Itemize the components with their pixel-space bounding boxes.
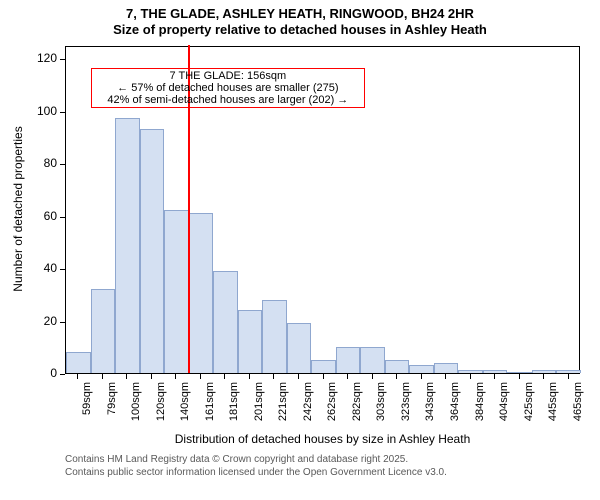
y-tick-mark [60,217,65,218]
histogram-bar [262,300,287,373]
x-tick-label: 221sqm [277,382,289,421]
histogram-bar [213,271,238,373]
x-tick-label: 79sqm [106,382,118,415]
x-tick-mark [421,374,422,379]
x-tick-label: 140sqm [179,382,191,421]
x-tick-label: 201sqm [253,382,265,421]
y-tick-label: 60 [0,209,57,223]
x-tick-label: 242sqm [302,382,314,421]
footer-line-1: Contains HM Land Registry data © Crown c… [65,454,408,465]
histogram-bar [507,372,532,373]
histogram-bar [336,347,361,373]
x-tick-label: 384sqm [474,382,486,421]
chart-title-2: Size of property relative to detached ho… [0,22,600,37]
y-tick-label: 100 [0,104,57,118]
x-tick-mark [249,374,250,379]
y-tick-mark [60,269,65,270]
histogram-bar [311,360,336,373]
x-tick-label: 425sqm [523,382,535,421]
histogram-bar [140,129,165,373]
histogram-bar [556,370,581,373]
y-tick-label: 40 [0,261,57,275]
y-tick-label: 80 [0,156,57,170]
y-tick-label: 0 [0,366,57,380]
y-tick-mark [60,59,65,60]
x-tick-label: 323sqm [400,382,412,421]
x-tick-mark [568,374,569,379]
y-tick-mark [60,112,65,113]
x-tick-mark [445,374,446,379]
histogram-bar [409,365,434,373]
x-tick-label: 445sqm [547,382,559,421]
x-tick-mark [494,374,495,379]
chart-container: 7, THE GLADE, ASHLEY HEATH, RINGWOOD, BH… [0,0,600,500]
histogram-bar [483,370,508,373]
histogram-bar [287,323,312,373]
histogram-bar [66,352,91,373]
x-tick-label: 343sqm [425,382,437,421]
x-tick-label: 59sqm [81,382,93,415]
y-tick-mark [60,164,65,165]
x-tick-label: 404sqm [498,382,510,421]
x-tick-label: 161sqm [204,382,216,421]
x-tick-mark [273,374,274,379]
histogram-bar [434,363,459,373]
x-tick-mark [126,374,127,379]
x-tick-mark [175,374,176,379]
annotation-text: 7 THE GLADE: 156sqm [94,70,363,82]
x-tick-label: 364sqm [449,382,461,421]
y-tick-label: 120 [0,51,57,65]
annotation-text: 42% of semi-detached houses are larger (… [94,94,363,106]
x-tick-mark [224,374,225,379]
histogram-bar [164,210,189,373]
x-tick-mark [543,374,544,379]
x-tick-label: 282sqm [351,382,363,421]
y-tick-label: 20 [0,314,57,328]
x-tick-label: 465sqm [572,382,584,421]
histogram-bar [115,118,140,373]
x-tick-label: 100sqm [130,382,142,421]
histogram-bar [385,360,410,373]
x-tick-mark [151,374,152,379]
x-tick-mark [77,374,78,379]
x-tick-mark [396,374,397,379]
y-tick-mark [60,374,65,375]
chart-title-1: 7, THE GLADE, ASHLEY HEATH, RINGWOOD, BH… [0,6,600,21]
x-tick-label: 262sqm [327,382,339,421]
x-tick-mark [323,374,324,379]
x-tick-label: 181sqm [228,382,240,421]
histogram-bar [189,213,214,373]
histogram-bar [360,347,385,373]
y-tick-mark [60,322,65,323]
x-tick-mark [347,374,348,379]
x-tick-label: 120sqm [155,382,167,421]
x-tick-mark [470,374,471,379]
histogram-bar [458,370,483,373]
annotation-box: 7 THE GLADE: 156sqm← 57% of detached hou… [91,68,366,108]
histogram-bar [238,310,263,373]
histogram-bar [91,289,116,373]
plot-area: 7 THE GLADE: 156sqm← 57% of detached hou… [65,46,580,374]
x-tick-mark [200,374,201,379]
x-axis-label: Distribution of detached houses by size … [65,432,580,446]
x-tick-mark [372,374,373,379]
histogram-bar [532,370,557,373]
annotation-text: ← 57% of detached houses are smaller (27… [94,82,363,94]
x-tick-mark [519,374,520,379]
x-tick-mark [102,374,103,379]
footer-line-2: Contains public sector information licen… [65,467,447,478]
x-tick-mark [298,374,299,379]
x-tick-label: 303sqm [376,382,388,421]
